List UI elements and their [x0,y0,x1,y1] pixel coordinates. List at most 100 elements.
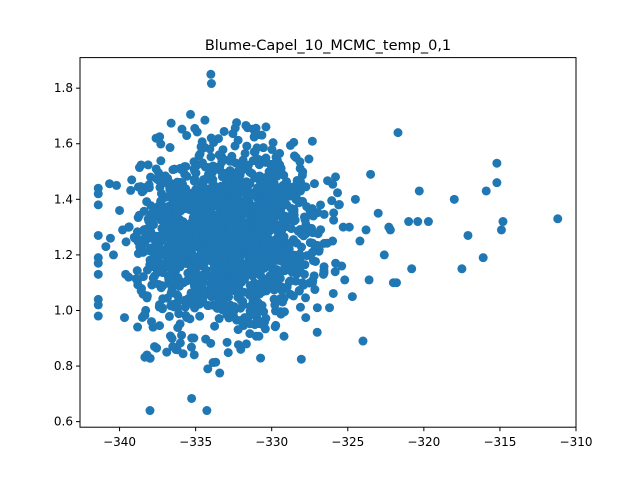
data-point [112,180,122,190]
data-point [201,202,211,212]
data-point [282,241,292,251]
data-point [215,368,225,378]
data-point [181,311,191,321]
data-point [292,238,302,248]
data-point [108,250,118,260]
data-point [384,222,394,232]
data-point [246,290,256,300]
data-point [553,214,563,224]
data-point [146,172,156,182]
data-point [172,207,182,217]
data-point [163,192,173,202]
data-point [220,205,230,215]
data-point [208,358,218,368]
data-point [93,269,103,279]
data-point [189,253,199,263]
data-point [240,313,250,323]
data-point [304,154,314,164]
data-point [178,349,188,359]
data-point [327,196,337,206]
data-point [190,123,200,133]
data-point [272,155,282,165]
data-point [187,262,197,272]
data-point [262,188,272,198]
data-point [214,271,224,281]
data-point [182,131,192,141]
data-point [227,277,237,287]
data-point [177,124,187,134]
data-point [187,294,197,304]
data-point [166,258,175,268]
data-point [308,211,318,221]
data-point [355,236,365,246]
data-point [295,157,305,167]
data-point [255,289,265,299]
data-point [245,167,255,177]
data-point [105,233,115,243]
data-point [164,311,174,321]
data-point [236,177,246,187]
data-point [279,331,289,341]
data-point [233,252,243,262]
data-point [316,200,326,210]
data-point [189,350,199,360]
data-point [373,208,383,218]
data-point [155,182,165,192]
data-point [156,196,166,206]
data-point [167,333,177,343]
data-point [270,300,280,310]
data-point [379,250,389,260]
data-point [173,280,183,290]
data-point [174,251,184,261]
data-point [258,143,268,153]
data-point [492,178,502,188]
data-point [188,216,198,226]
data-point [180,302,190,312]
data-point [180,238,190,248]
data-point [173,291,183,301]
data-point [285,265,295,275]
data-point [225,156,235,166]
data-point [179,193,189,203]
data-point [222,337,232,347]
data-point [295,302,305,312]
data-point [143,160,153,170]
y-axis: 0.6 0.8 1.0 1.2 1.4 1.6 1.8 [54,81,80,429]
data-point [223,348,233,358]
data-point [250,258,260,268]
data-point [93,200,103,210]
data-point [288,252,298,262]
data-point [149,253,159,263]
data-point [173,323,183,333]
data-point [142,265,152,275]
data-point [145,406,155,416]
data-point [203,301,213,311]
data-point [186,342,196,352]
data-point [139,310,149,320]
data-point [239,185,249,195]
data-point [404,217,414,227]
data-point [276,225,286,235]
data-point [127,175,137,185]
data-point [203,364,213,374]
data-point [213,134,223,144]
data-point [222,310,232,320]
data-point [308,256,318,266]
data-point [224,181,234,191]
data-point [234,283,244,293]
data-point [298,279,308,289]
data-point [331,172,341,182]
data-point [206,338,216,348]
data-point [296,354,306,364]
data-point [265,168,275,178]
data-point [279,190,289,200]
data-point [158,294,168,304]
data-point [291,192,301,202]
data-point [358,336,368,346]
data-point [206,183,216,193]
data-point [208,161,218,171]
data-point [139,206,149,216]
data-point [168,342,178,352]
data-point [177,330,187,340]
x-axis: −340 −335 −330 −325 −320 −315 −310 [103,427,592,449]
